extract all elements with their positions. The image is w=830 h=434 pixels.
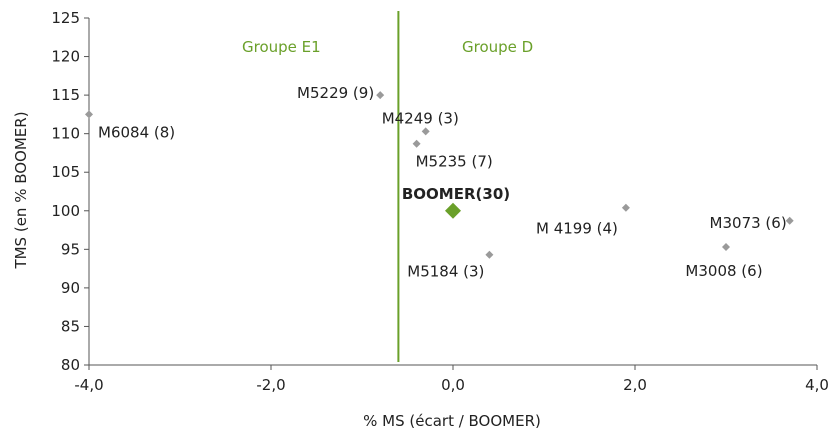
data-label: M3008 (6) — [685, 262, 762, 280]
data-label: M5184 (3) — [407, 263, 484, 281]
data-label: M 4199 (4) — [536, 220, 618, 238]
data-label: M4249 (3) — [382, 109, 459, 127]
x-tick-label: -2,0 — [256, 376, 285, 394]
data-point — [722, 243, 730, 252]
y-tick-label: 125 — [51, 9, 80, 27]
data-label: M3073 (6) — [710, 214, 787, 232]
axes: 80 85 90 95 100 105 110 115 120 125 -4,0 -2,0 0,0 2,0… — [51, 9, 829, 394]
data-label: M5235 (7) — [416, 153, 493, 171]
y-tick-label: 85 — [61, 317, 80, 335]
data-label: M5229 (9) — [297, 84, 374, 102]
x-axis-title: % MS (écart / BOOMER) — [363, 412, 541, 430]
group-label-e1: Groupe E1 — [242, 38, 321, 56]
data-point — [85, 110, 93, 119]
data-point — [376, 91, 385, 100]
data-label-boomer: BOOMER(30) — [402, 185, 510, 203]
y-axis-title: TMS (en % BOOMER) — [12, 111, 30, 269]
y-tick-label: 105 — [51, 163, 80, 181]
group-labels: Groupe E1 Groupe D — [242, 38, 533, 56]
y-tick-label: 90 — [61, 279, 80, 297]
x-tick-label: 2,0 — [623, 376, 647, 394]
x-tick-label: -4,0 — [74, 376, 103, 394]
y-tick-label: 100 — [51, 202, 80, 220]
data-point — [621, 203, 630, 212]
group-label-d: Groupe D — [462, 38, 533, 56]
data-point — [785, 216, 794, 225]
x-tick-label: 0,0 — [441, 376, 465, 394]
data-point — [421, 127, 430, 136]
points-layer — [85, 91, 794, 259]
data-point-boomer — [445, 202, 461, 219]
y-tick-label: 110 — [51, 125, 80, 143]
y-tick-label: 80 — [61, 356, 80, 374]
data-point — [412, 139, 421, 148]
y-tick-label: 120 — [51, 48, 80, 66]
data-label: M6084 (8) — [98, 123, 175, 141]
y-tick-label: 115 — [51, 86, 80, 104]
data-point — [485, 250, 494, 259]
y-tick-label: 95 — [61, 240, 80, 258]
point-labels-layer: M6084 (8) M5229 (9) M4249 (3) M5235 (7) BOOM… — [98, 84, 787, 281]
x-tick-label: 4,0 — [805, 376, 829, 394]
